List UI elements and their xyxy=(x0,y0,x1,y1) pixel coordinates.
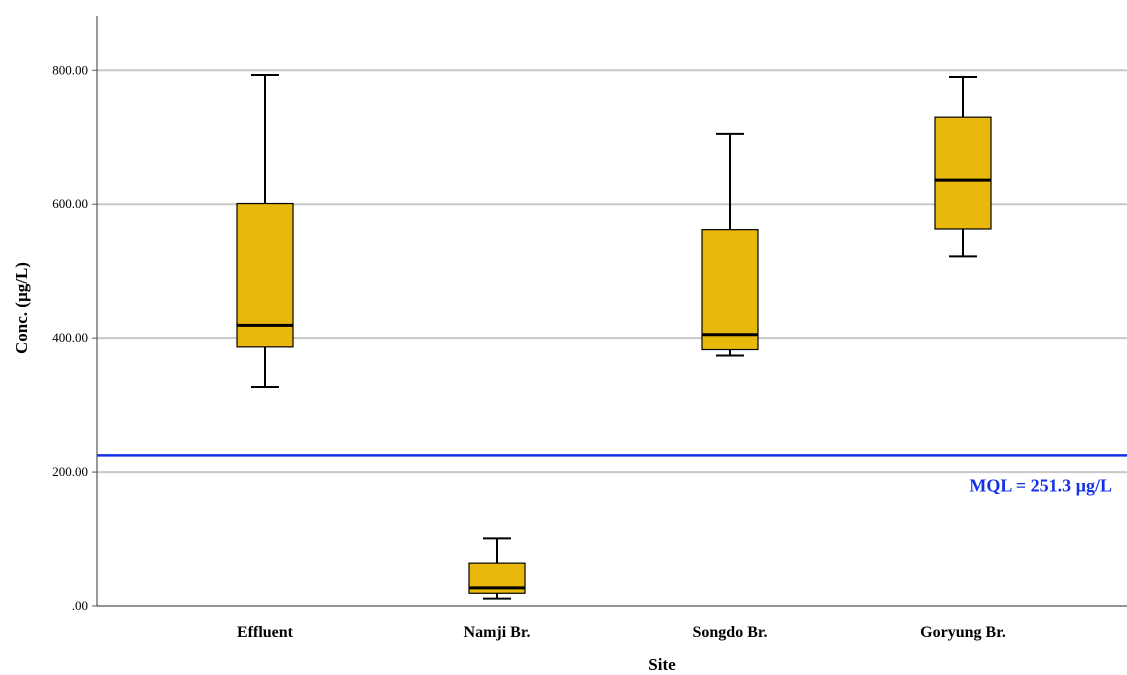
y-tick-label: 400.00 xyxy=(52,330,88,345)
x-category-label: Namji Br. xyxy=(464,624,531,641)
x-category-label: Goryung Br. xyxy=(920,624,1006,641)
y-tick-label: 200.00 xyxy=(52,464,88,479)
iqr-box xyxy=(934,116,992,230)
x-category-label: Effluent xyxy=(237,624,294,641)
mql-reference-label: MQL = 251.3 µg/L xyxy=(969,475,1112,495)
y-tick-label: 600.00 xyxy=(52,196,88,211)
y-tick-label: .00 xyxy=(72,598,88,613)
box-effluent xyxy=(236,73,294,389)
box-namji-br xyxy=(468,537,526,600)
x-axis-title: Site xyxy=(648,655,676,674)
y-tick-label: 800.00 xyxy=(52,62,88,77)
iqr-box xyxy=(701,229,759,351)
boxes-group xyxy=(236,73,992,600)
x-category-labels: Effluent Namji Br. Songdo Br. Goryung Br. xyxy=(237,624,1006,641)
box-goryung-br xyxy=(934,75,992,258)
y-tick-labels: .00 200.00 400.00 600.00 800.00 xyxy=(52,62,97,613)
reference-line-group: MQL = 251.3 µg/L xyxy=(97,454,1127,495)
iqr-box xyxy=(236,202,294,348)
x-category-label: Songdo Br. xyxy=(693,624,768,641)
axes-group xyxy=(96,16,1127,607)
box-songdo-br xyxy=(701,132,759,357)
y-axis-title: Conc. (µg/L) xyxy=(12,262,31,354)
